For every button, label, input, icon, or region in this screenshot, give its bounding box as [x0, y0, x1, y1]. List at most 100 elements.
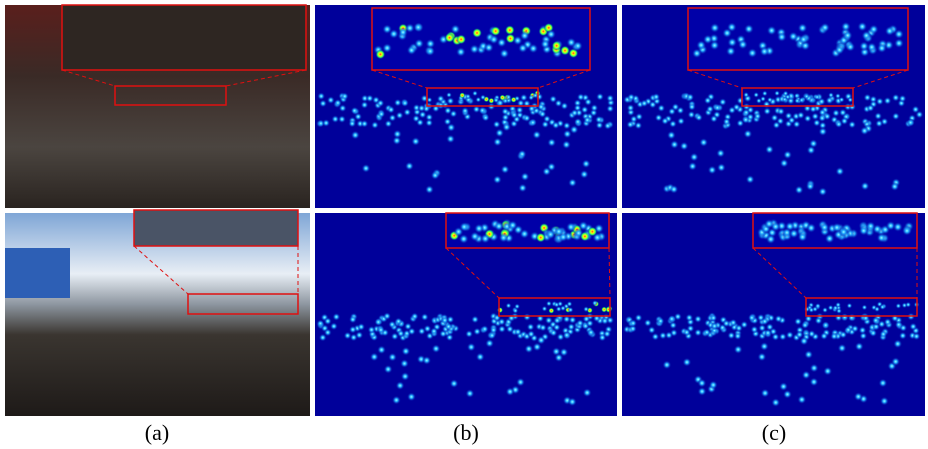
density-dot	[548, 308, 554, 314]
density-dot	[465, 389, 474, 398]
density-dot	[744, 24, 754, 34]
density-dot	[668, 107, 676, 115]
density-dot	[795, 185, 804, 194]
density-dot	[407, 392, 416, 401]
density-dot	[804, 350, 813, 359]
density-dot	[892, 112, 900, 120]
density-dot	[838, 344, 847, 353]
density-dot	[629, 319, 637, 327]
density-dot	[799, 34, 809, 44]
density-dot	[814, 94, 820, 100]
density-dot	[601, 317, 609, 325]
density-dot	[757, 352, 766, 361]
density-dot	[562, 140, 571, 149]
density-dot	[476, 352, 485, 361]
density-dot	[804, 93, 810, 99]
density-dot	[512, 308, 518, 314]
density-dot	[750, 326, 758, 334]
density-dot	[501, 113, 509, 121]
density-dot	[810, 364, 819, 373]
density-dot	[411, 137, 420, 146]
density-dot	[493, 175, 502, 184]
density-dot	[557, 301, 563, 307]
density-dot	[786, 331, 794, 339]
density-dot	[818, 127, 827, 136]
density-dot	[493, 137, 502, 146]
density-dot	[446, 97, 454, 105]
density-dot	[706, 105, 714, 113]
density-dot	[822, 321, 830, 329]
density-dot	[582, 159, 591, 168]
density-dot	[822, 307, 828, 313]
density-dot	[748, 314, 756, 322]
density-dot	[763, 107, 771, 115]
density-dot	[909, 323, 917, 331]
density-dot	[859, 226, 869, 236]
density-dot	[484, 43, 494, 53]
density-dot	[354, 113, 362, 121]
density-dot	[703, 34, 713, 44]
density-dot	[716, 149, 725, 158]
density-dot	[878, 379, 887, 388]
density-dot	[669, 120, 677, 128]
density-dot	[879, 330, 887, 338]
density-dot	[499, 95, 505, 101]
density-dot	[815, 317, 823, 325]
density-dot	[498, 325, 506, 333]
density-dot	[884, 318, 892, 326]
density-dot	[495, 128, 504, 137]
density-dot	[361, 164, 370, 173]
density-dot	[388, 353, 397, 362]
density-dot	[659, 332, 667, 340]
density-dot	[583, 388, 592, 397]
density-dot	[587, 227, 597, 237]
density-dot	[446, 134, 455, 143]
density-dot	[431, 171, 440, 180]
density-dot	[794, 93, 800, 99]
density-dot	[876, 97, 884, 105]
density-dot	[895, 303, 901, 309]
density-dot	[566, 222, 576, 232]
density-dot	[894, 38, 904, 48]
density-dot	[499, 49, 509, 59]
density-dot	[840, 117, 848, 125]
density-dot	[482, 114, 490, 122]
density-dot	[425, 119, 433, 127]
density-dot	[771, 114, 779, 122]
density-dot	[753, 92, 759, 98]
density-dot	[606, 94, 614, 102]
density-dot	[861, 304, 867, 310]
density-dot	[447, 123, 456, 132]
density-dot	[527, 330, 535, 338]
density-dot	[734, 345, 743, 354]
density-dot	[361, 120, 369, 128]
density-dot	[384, 120, 392, 128]
density-dot	[848, 121, 856, 129]
density-dot	[891, 357, 900, 366]
density-dot	[683, 328, 691, 336]
density-dot	[324, 317, 332, 325]
density-dot	[820, 23, 830, 33]
density-dot	[806, 182, 815, 191]
density-dot	[880, 397, 889, 406]
density-dot	[648, 326, 656, 334]
density-dot	[563, 331, 571, 339]
density-dot	[416, 118, 424, 126]
density-dot	[571, 109, 579, 117]
density-dot	[444, 107, 452, 115]
density-dot	[317, 92, 325, 100]
density-dot	[861, 182, 870, 191]
density-dot	[863, 94, 871, 102]
density-dot	[485, 339, 494, 348]
density-dot	[576, 319, 584, 327]
density-dot	[332, 313, 340, 321]
density-dot	[762, 90, 768, 96]
density-dot	[545, 316, 553, 324]
density-dot	[403, 108, 411, 116]
density-dot	[401, 372, 410, 381]
density-dot	[667, 131, 676, 140]
density-dot	[569, 316, 577, 324]
density-dot	[855, 342, 864, 351]
density-dot	[559, 348, 568, 357]
density-dot	[825, 234, 835, 244]
